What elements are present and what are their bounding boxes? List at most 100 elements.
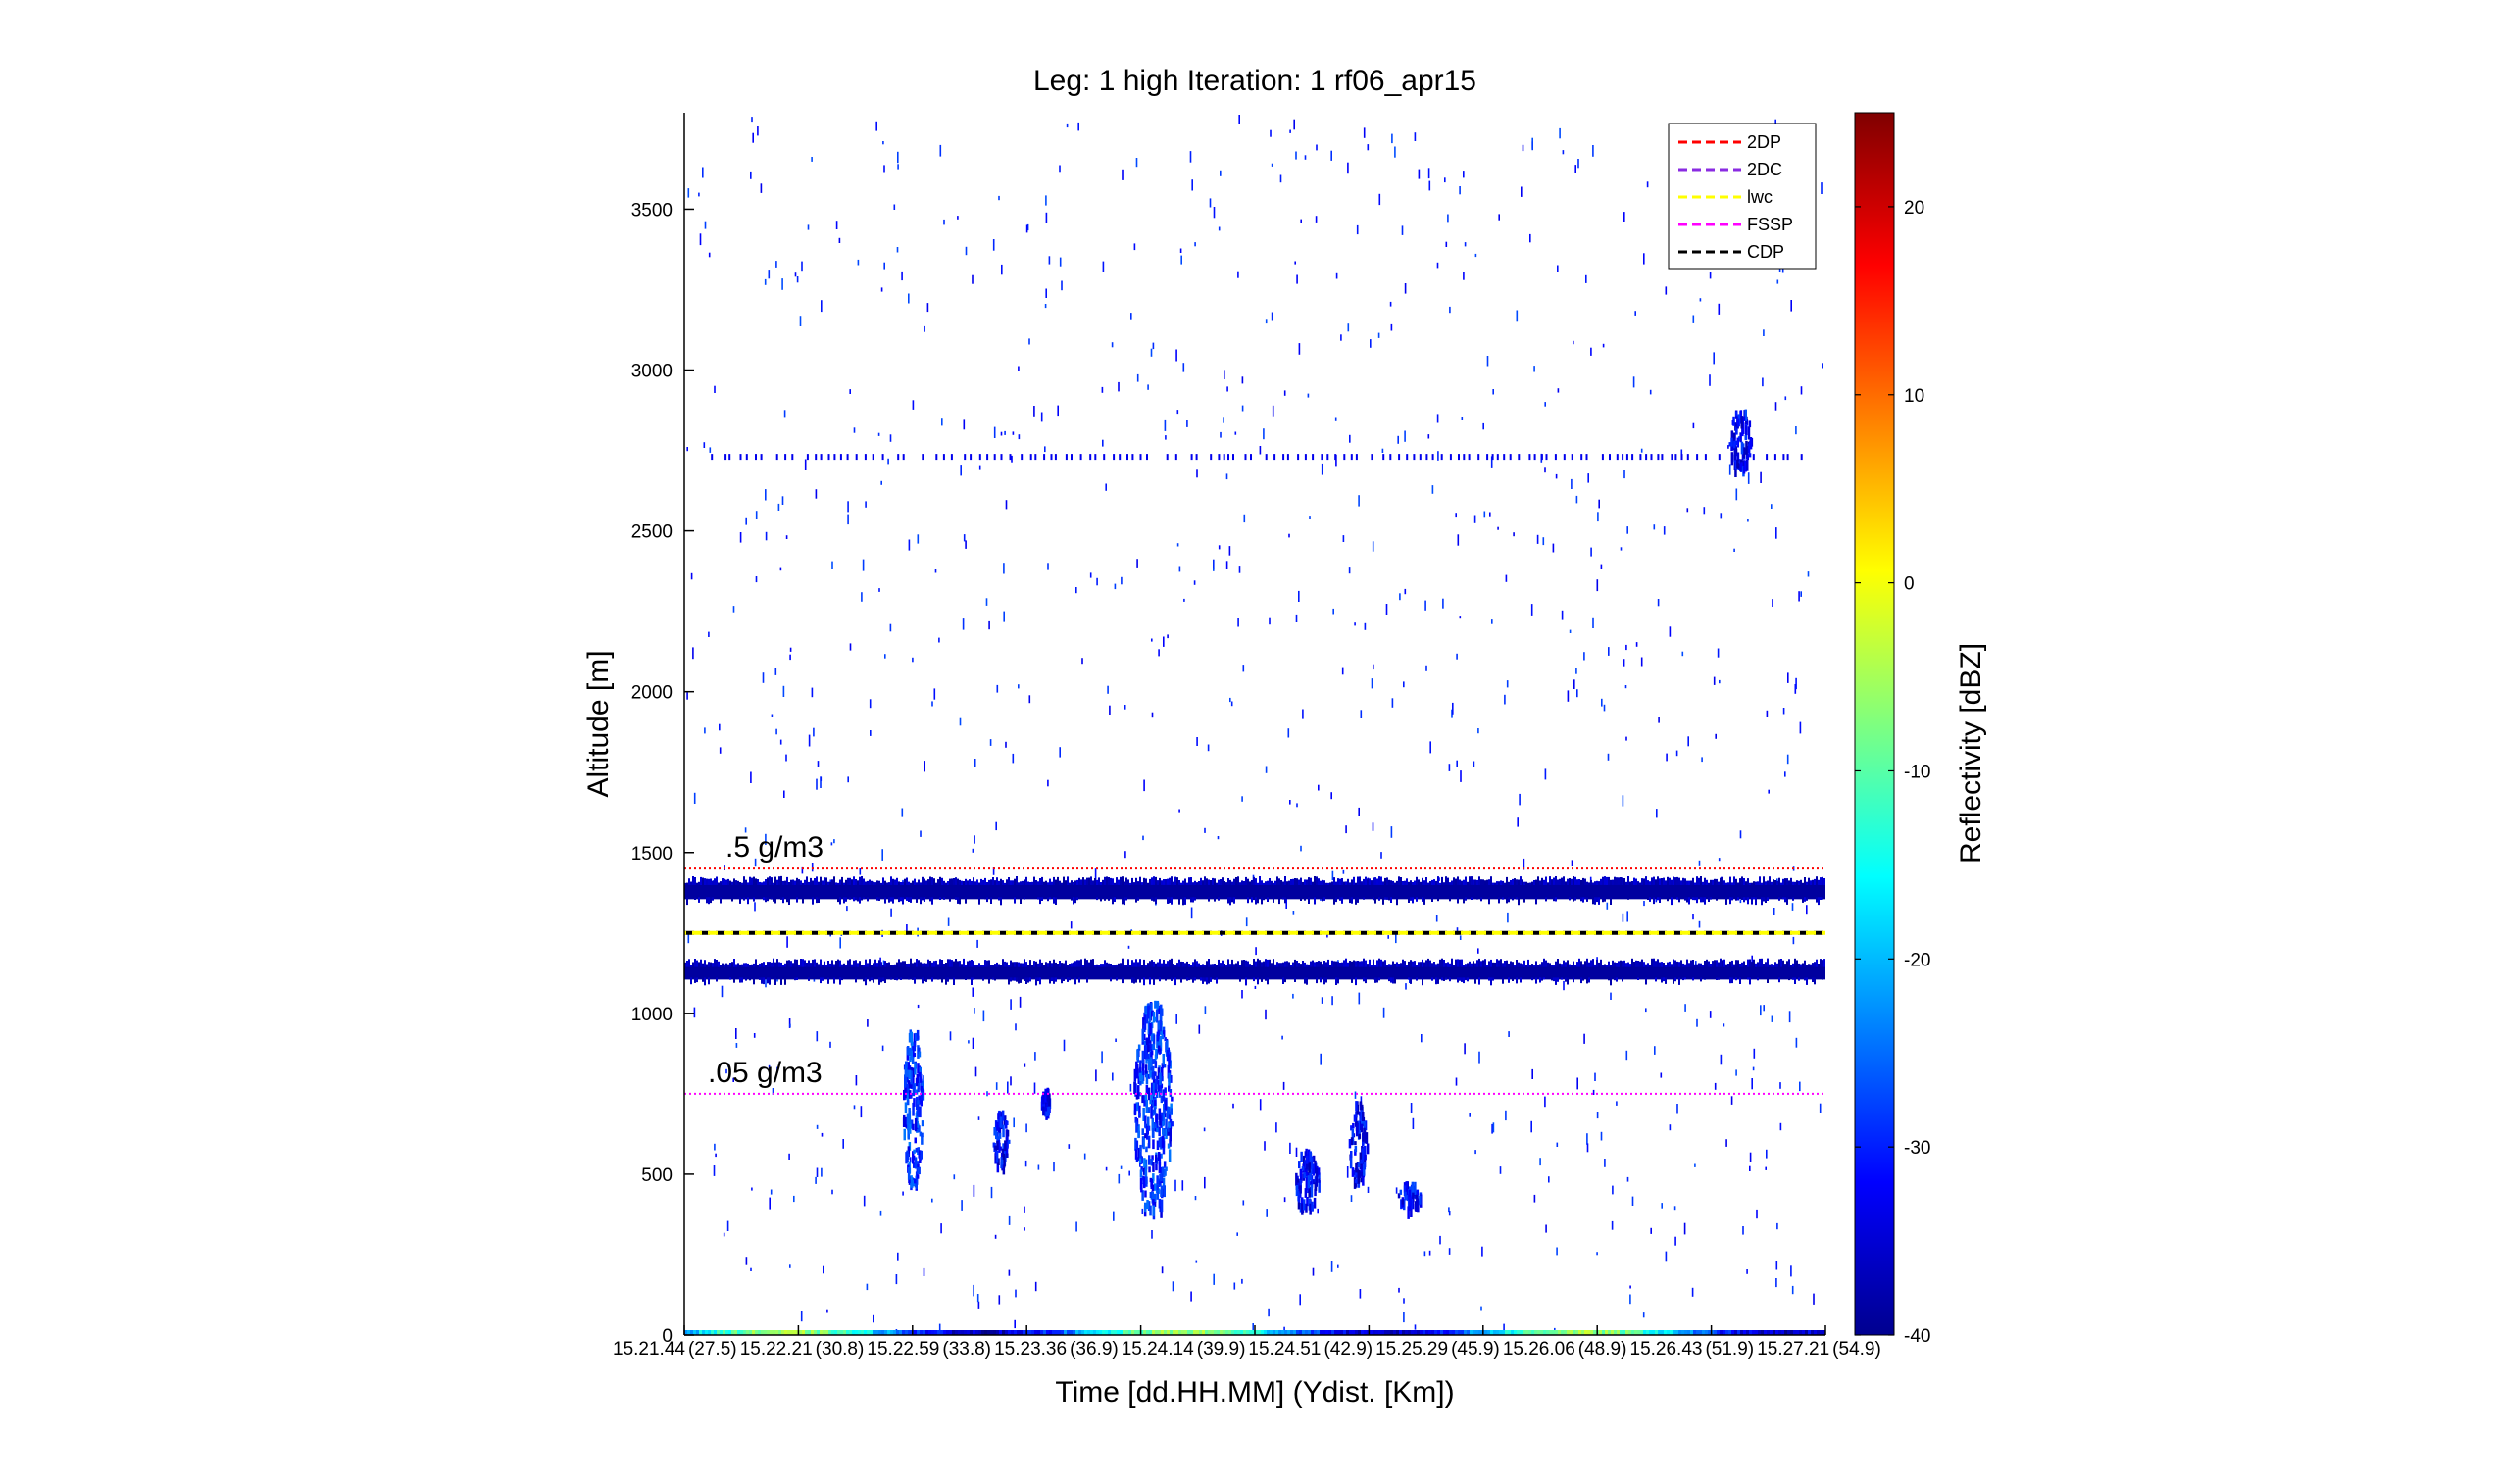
cloud-patch-1 — [995, 1130, 998, 1140]
band-fringe — [1588, 962, 1590, 967]
echo-speck — [1018, 684, 1020, 689]
echo-speck — [1692, 914, 1694, 920]
echo-speck — [1118, 1173, 1121, 1184]
band-fringe — [1418, 879, 1420, 885]
x-tick-label: (30.8) — [816, 1339, 865, 1360]
echo-speck — [1478, 1051, 1480, 1064]
echo-speck — [1587, 473, 1589, 483]
echo-speck — [1632, 376, 1635, 388]
echo-speck — [1404, 588, 1407, 595]
band-fringe — [1004, 961, 1006, 967]
y-tick-label: 1000 — [631, 1005, 673, 1025]
cloud-patch-0 — [915, 1175, 918, 1189]
y-tick-label: 3500 — [631, 200, 673, 221]
ground-cell — [1223, 1330, 1225, 1335]
band-fringe — [1443, 882, 1445, 885]
band-fringe — [1688, 880, 1690, 885]
ground-cell — [1473, 1330, 1475, 1335]
band-fringe — [1288, 880, 1290, 885]
band-fringe — [1441, 977, 1443, 981]
ground-cell — [1578, 1330, 1581, 1335]
ground-cell — [784, 1330, 787, 1335]
echo-speck — [962, 618, 965, 630]
band-fringe — [1567, 977, 1569, 985]
band-fringe — [920, 962, 922, 967]
band-fringe — [1684, 897, 1686, 901]
echo-speck — [1822, 363, 1823, 369]
echo-speck — [1539, 1158, 1541, 1166]
band-fringe — [1735, 878, 1737, 885]
band-fringe — [1767, 958, 1769, 967]
band-fringe — [1457, 897, 1459, 904]
band-fringe — [724, 964, 725, 967]
band-fringe — [1694, 882, 1696, 885]
band-fringe — [761, 882, 763, 885]
band-fringe — [1637, 961, 1639, 967]
echo-speck — [686, 692, 688, 700]
ground-cell — [1173, 1330, 1175, 1335]
band-fringe — [951, 960, 953, 967]
band-fringe — [1698, 877, 1700, 885]
echo-speck — [775, 728, 777, 735]
echo-speck — [1028, 338, 1030, 345]
cloud-patch-4 — [1305, 1171, 1309, 1177]
echo-speck — [1059, 747, 1061, 758]
band-fringe — [1651, 958, 1653, 967]
band-fringe — [1741, 876, 1743, 885]
band-fringe — [1557, 959, 1559, 967]
echo-speck — [801, 261, 803, 272]
ground-cell — [1008, 1330, 1011, 1335]
band-fringe — [1802, 897, 1804, 903]
cloud-patch-3 — [1169, 1118, 1173, 1129]
echo-layer-speck — [1250, 454, 1252, 461]
echo-speck — [1771, 504, 1773, 509]
ground-cell — [1699, 1330, 1702, 1335]
cloud-patch-1 — [993, 1127, 996, 1136]
echo-speck — [1519, 793, 1521, 806]
echo-speck — [1161, 1266, 1164, 1274]
band-fringe — [1135, 877, 1137, 885]
ground-cell — [1105, 1330, 1108, 1335]
band-fringe — [1386, 965, 1388, 967]
band-fringe — [1661, 977, 1663, 983]
band-fringe — [686, 882, 688, 885]
band-fringe — [1378, 876, 1380, 885]
band-fringe — [1082, 965, 1084, 967]
echo-speck — [972, 1037, 974, 1049]
ground-cell — [775, 1330, 778, 1335]
cloud-patch-3 — [1151, 1192, 1154, 1204]
echo-speck — [1782, 708, 1785, 715]
echo-speck — [1482, 422, 1484, 430]
band-fringe — [688, 878, 690, 885]
band-fringe — [767, 962, 769, 967]
echo-speck — [1255, 947, 1257, 956]
ground-cell — [949, 1330, 952, 1335]
ground-cell — [943, 1330, 946, 1335]
band-fringe — [1408, 897, 1410, 903]
ground-cell — [1587, 1330, 1590, 1335]
band-fringe — [1190, 877, 1192, 885]
echo-speck — [924, 325, 925, 332]
ground-cell — [867, 1330, 870, 1335]
band-fringe — [888, 897, 890, 903]
band-fringe — [1188, 977, 1190, 981]
cloud-patch-3 — [1158, 1162, 1162, 1174]
cloud-patch-0 — [918, 1095, 921, 1105]
band-fringe — [1739, 977, 1741, 984]
band-fringe — [1600, 878, 1602, 885]
echo-speck — [1461, 417, 1464, 420]
cloud-patch-7 — [1748, 443, 1751, 450]
band-fringe — [1573, 897, 1574, 902]
band-fringe — [1374, 877, 1376, 885]
echo-speck — [1318, 784, 1320, 791]
echo-speck — [1312, 1267, 1315, 1276]
band-fringe — [882, 877, 884, 885]
band-fringe — [1129, 882, 1131, 885]
echo-speck — [1723, 1023, 1725, 1027]
ground-cell — [1305, 1330, 1308, 1335]
band-fringe — [1627, 876, 1629, 885]
echo-speck — [699, 233, 702, 246]
cloud-patch-7 — [1745, 440, 1748, 455]
band-fringe — [1663, 977, 1665, 982]
echo-speck — [1005, 500, 1008, 510]
